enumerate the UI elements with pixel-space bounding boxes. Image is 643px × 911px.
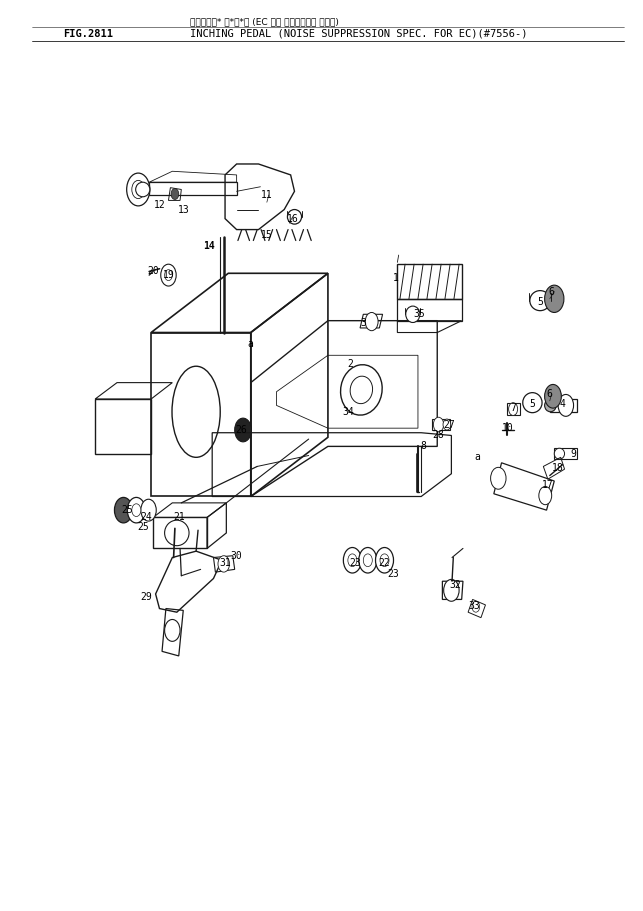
Circle shape: [127, 497, 145, 523]
Ellipse shape: [523, 393, 542, 413]
Text: 30: 30: [231, 551, 242, 560]
Text: 7: 7: [510, 404, 516, 413]
Circle shape: [443, 419, 451, 430]
Circle shape: [165, 619, 180, 641]
Text: a: a: [474, 453, 480, 462]
Text: 26: 26: [235, 425, 247, 435]
Text: 17: 17: [542, 480, 554, 489]
Text: 3: 3: [360, 319, 367, 328]
Circle shape: [343, 548, 361, 573]
Text: 15: 15: [261, 230, 273, 240]
Text: 24: 24: [141, 513, 152, 522]
Circle shape: [218, 556, 230, 572]
Circle shape: [132, 180, 145, 199]
Text: 5: 5: [529, 400, 536, 409]
Text: 8: 8: [420, 442, 426, 451]
Circle shape: [545, 285, 564, 312]
Text: FIG.2811: FIG.2811: [63, 29, 113, 38]
Text: 1: 1: [392, 273, 399, 282]
Ellipse shape: [136, 182, 150, 197]
Circle shape: [433, 417, 444, 432]
Text: 20: 20: [147, 267, 159, 276]
Circle shape: [509, 403, 518, 415]
Text: 22: 22: [379, 558, 390, 568]
Text: 23: 23: [388, 569, 399, 578]
Circle shape: [114, 497, 132, 523]
Circle shape: [558, 394, 574, 416]
Text: 19: 19: [163, 271, 174, 280]
Text: 16: 16: [287, 214, 298, 223]
Ellipse shape: [350, 376, 372, 404]
Circle shape: [545, 384, 561, 408]
Ellipse shape: [554, 448, 565, 459]
Ellipse shape: [341, 364, 382, 415]
Circle shape: [363, 554, 372, 567]
Circle shape: [472, 601, 480, 612]
Text: a: a: [248, 340, 254, 349]
Circle shape: [161, 264, 176, 286]
Circle shape: [141, 499, 156, 521]
Text: 18: 18: [552, 464, 564, 473]
Ellipse shape: [172, 366, 220, 457]
Text: 23: 23: [349, 558, 361, 568]
Circle shape: [539, 486, 552, 505]
Ellipse shape: [165, 520, 189, 546]
Text: 35: 35: [413, 310, 425, 319]
Text: 12: 12: [154, 200, 165, 210]
Circle shape: [380, 554, 389, 567]
Text: 21: 21: [173, 513, 185, 522]
Circle shape: [491, 467, 506, 489]
Ellipse shape: [530, 291, 550, 311]
Circle shape: [365, 312, 378, 331]
Circle shape: [171, 189, 179, 200]
Text: 31: 31: [219, 558, 231, 568]
Text: 29: 29: [141, 592, 152, 601]
Ellipse shape: [545, 399, 556, 412]
Text: 27: 27: [443, 420, 455, 429]
Circle shape: [235, 418, 251, 442]
Text: 2: 2: [347, 360, 354, 369]
Circle shape: [165, 270, 172, 281]
Circle shape: [444, 579, 459, 601]
Text: 28: 28: [433, 431, 444, 440]
Circle shape: [348, 554, 357, 567]
Circle shape: [359, 548, 377, 573]
Ellipse shape: [406, 306, 420, 322]
Text: 10: 10: [502, 424, 514, 433]
Text: 14: 14: [203, 241, 215, 251]
Text: 33: 33: [469, 601, 480, 610]
Text: INCHING PEDAL (NOISE SUPPRESSION SPEC. FOR EC)(#7556-): INCHING PEDAL (NOISE SUPPRESSION SPEC. F…: [190, 29, 527, 38]
Text: 5: 5: [537, 298, 543, 307]
Text: 6: 6: [548, 287, 555, 296]
Text: 32: 32: [449, 580, 461, 589]
Text: 25: 25: [137, 522, 149, 531]
Text: 4: 4: [559, 399, 566, 408]
Text: 25: 25: [122, 506, 133, 515]
Text: 9: 9: [570, 449, 577, 458]
Text: インチング* ペ*タ*ル (EC ムケ テイソウオン シヨウ): インチング* ペ*タ*ル (EC ムケ テイソウオン シヨウ): [190, 18, 339, 26]
Ellipse shape: [287, 210, 302, 224]
Circle shape: [376, 548, 394, 573]
Circle shape: [127, 173, 150, 206]
Text: 11: 11: [261, 190, 273, 200]
Circle shape: [132, 504, 141, 517]
Text: 34: 34: [343, 407, 354, 416]
Text: 13: 13: [177, 205, 189, 214]
Text: 6: 6: [547, 389, 553, 398]
